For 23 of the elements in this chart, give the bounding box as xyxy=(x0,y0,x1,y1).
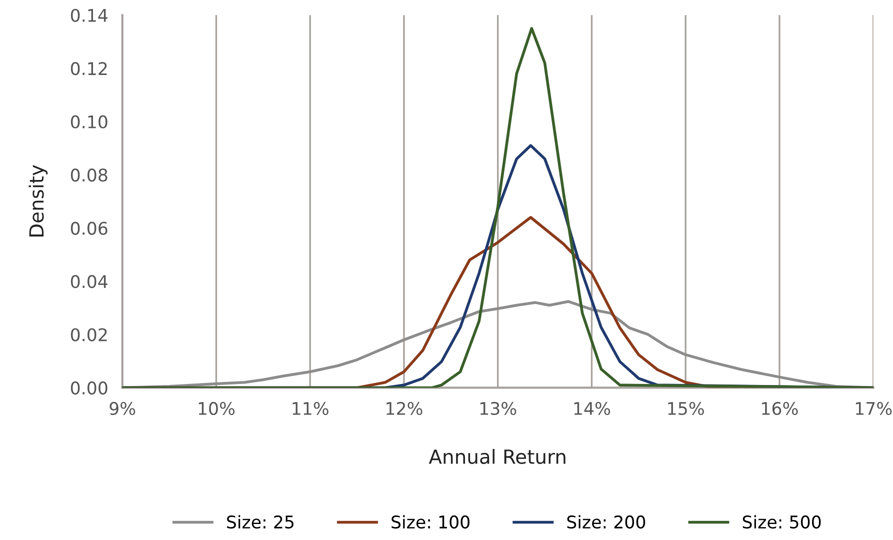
y-axis-title: Density xyxy=(28,165,48,236)
x-tick-label: 14% xyxy=(574,402,610,416)
legend-label: Size: 500 xyxy=(742,515,821,529)
x-tick-label: 10% xyxy=(198,402,235,416)
legend-label: Size: 200 xyxy=(567,515,646,529)
y-tick-label: 0.14 xyxy=(70,8,108,22)
legend-label: Size: 100 xyxy=(392,515,470,529)
y-tick-label: 0.04 xyxy=(70,274,108,288)
legend-label: Size: 25 xyxy=(227,515,294,529)
x-tick-label: 13% xyxy=(480,402,516,416)
y-tick-label: 0.12 xyxy=(70,62,107,76)
x-tick-label: 9% xyxy=(110,402,136,416)
x-tick-label: 16% xyxy=(762,402,798,416)
y-tick-label: 0.08 xyxy=(70,168,108,182)
x-tick-label: 12% xyxy=(386,402,422,416)
x-tick-label: 17% xyxy=(856,402,892,416)
y-tick-label: 0.10 xyxy=(70,115,108,128)
y-tick-label: 0.00 xyxy=(70,381,108,395)
y-tick-label: 0.06 xyxy=(70,222,108,235)
y-tick-label: 0.02 xyxy=(70,328,107,342)
x-axis-title: Annual Return xyxy=(428,448,566,464)
x-tick-label: 11% xyxy=(292,402,328,416)
x-tick-label: 15% xyxy=(668,402,704,416)
